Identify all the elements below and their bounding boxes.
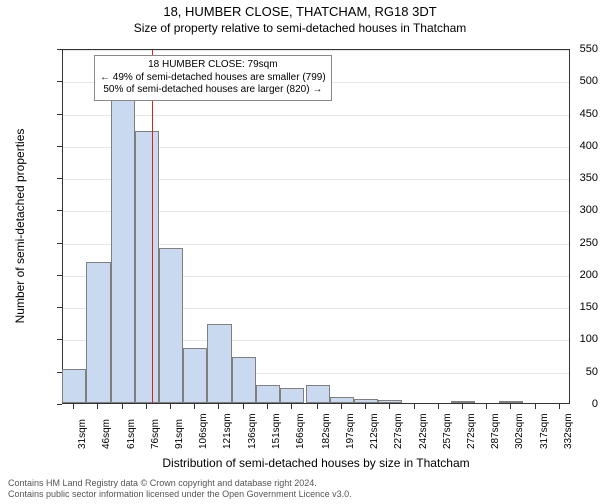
gridline [63, 50, 569, 51]
ytick-mark [57, 81, 62, 82]
xtick-label: 242sqm [418, 413, 429, 449]
xtick-mark [389, 404, 390, 409]
histogram-bar [159, 248, 183, 403]
xtick-label: 46sqm [101, 419, 112, 449]
histogram-bar [135, 131, 159, 403]
xtick-label: 166sqm [295, 413, 306, 449]
xtick-label: 317sqm [539, 413, 550, 449]
ytick-label: 50 [544, 366, 598, 378]
xtick-mark [535, 404, 536, 409]
xtick-mark [73, 404, 74, 409]
xtick-mark [170, 404, 171, 409]
histogram-bar [232, 357, 256, 403]
footer-line: Contains public sector information licen… [8, 489, 352, 500]
xtick-mark [291, 404, 292, 409]
xtick-label: 272sqm [466, 413, 477, 449]
histogram-bar [183, 348, 207, 403]
xtick-mark [194, 404, 195, 409]
xtick-label: 121sqm [222, 413, 233, 449]
xtick-label: 227sqm [393, 413, 404, 449]
annotation-box: 18 HUMBER CLOSE: 79sqm ← 49% of semi-det… [94, 55, 332, 101]
xtick-label: 302sqm [514, 413, 525, 449]
histogram-bar [111, 80, 135, 403]
footer-attribution: Contains HM Land Registry data © Crown c… [8, 478, 352, 500]
xtick-label: 182sqm [321, 413, 332, 449]
xtick-label: 151sqm [271, 413, 282, 449]
xtick-mark [97, 404, 98, 409]
ytick-label: 550 [544, 43, 598, 55]
ytick-label: 300 [544, 204, 598, 216]
xtick-mark [510, 404, 511, 409]
page-subtitle: Size of property relative to semi-detach… [0, 21, 600, 35]
histogram-bar [354, 399, 378, 403]
xtick-mark [122, 404, 123, 409]
property-marker-line [152, 50, 153, 403]
y-axis-label: Number of semi-detached properties [13, 111, 27, 341]
xtick-label: 197sqm [345, 413, 356, 449]
ytick-mark [57, 307, 62, 308]
xtick-mark [267, 404, 268, 409]
ytick-label: 150 [544, 301, 598, 313]
ytick-mark [57, 178, 62, 179]
page-title: 18, HUMBER CLOSE, THATCHAM, RG18 3DT [0, 4, 600, 19]
xtick-label: 91sqm [174, 419, 185, 449]
xtick-label: 31sqm [77, 419, 88, 449]
xtick-mark [146, 404, 147, 409]
xtick-mark [365, 404, 366, 409]
ytick-mark [57, 49, 62, 50]
xtick-label: 287sqm [490, 413, 501, 449]
annotation-line: 50% of semi-detached houses are larger (… [100, 84, 326, 97]
histogram-bar [378, 400, 402, 403]
xtick-mark [218, 404, 219, 409]
footer-line: Contains HM Land Registry data © Crown c… [8, 478, 352, 489]
xtick-mark [414, 404, 415, 409]
ytick-label: 500 [544, 75, 598, 87]
xtick-mark [317, 404, 318, 409]
ytick-mark [57, 372, 62, 373]
histogram-bar [306, 385, 330, 403]
histogram-plot [62, 49, 570, 404]
xtick-label: 257sqm [442, 413, 453, 449]
annotation-line: ← 49% of semi-detached houses are smalle… [100, 72, 326, 85]
xtick-label: 106sqm [198, 413, 209, 449]
xtick-mark [559, 404, 560, 409]
xtick-label: 76sqm [150, 419, 161, 449]
ytick-label: 350 [544, 172, 598, 184]
xtick-mark [486, 404, 487, 409]
xtick-mark [438, 404, 439, 409]
ytick-label: 0 [544, 398, 598, 410]
ytick-mark [57, 210, 62, 211]
ytick-mark [57, 114, 62, 115]
histogram-bar [86, 262, 110, 403]
ytick-label: 200 [544, 269, 598, 281]
ytick-label: 250 [544, 237, 598, 249]
histogram-bar [62, 369, 86, 403]
ytick-label: 100 [544, 333, 598, 345]
xtick-label: 212sqm [369, 413, 380, 449]
ytick-label: 450 [544, 108, 598, 120]
xtick-mark [341, 404, 342, 409]
histogram-bar [330, 397, 354, 403]
xtick-mark [243, 404, 244, 409]
histogram-bar [207, 324, 231, 403]
ytick-label: 400 [544, 140, 598, 152]
ytick-mark [57, 275, 62, 276]
xtick-label: 332sqm [563, 413, 574, 449]
histogram-bar [451, 401, 475, 403]
histogram-bar [499, 401, 523, 403]
ytick-mark [57, 243, 62, 244]
xtick-label: 61sqm [126, 419, 137, 449]
gridline [63, 115, 569, 116]
x-axis-label: Distribution of semi-detached houses by … [62, 456, 570, 470]
xtick-label: 136sqm [247, 413, 258, 449]
histogram-bar [256, 385, 280, 403]
annotation-line: 18 HUMBER CLOSE: 79sqm [100, 59, 326, 72]
ytick-mark [57, 146, 62, 147]
ytick-mark [57, 404, 62, 405]
xtick-mark [462, 404, 463, 409]
histogram-bar [280, 388, 304, 403]
ytick-mark [57, 339, 62, 340]
